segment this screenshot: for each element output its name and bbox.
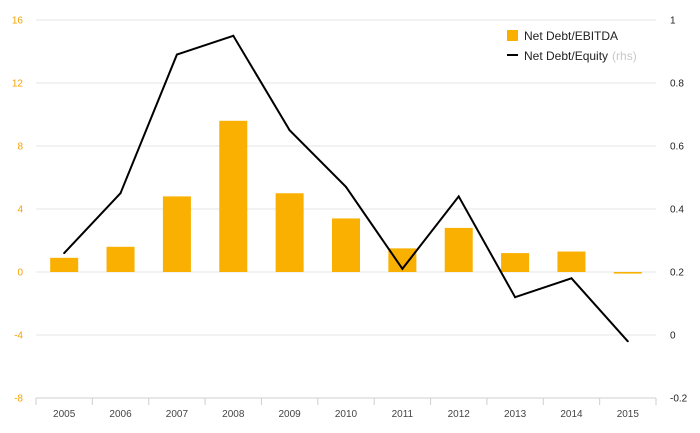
y-left-tick-label: 0 — [17, 268, 23, 279]
line-point — [514, 296, 517, 299]
bar — [332, 218, 360, 272]
x-tick-label: 2010 — [335, 409, 358, 420]
bar — [444, 227, 473, 272]
bar — [275, 193, 304, 272]
line-point — [63, 252, 66, 255]
x-tick-label: 2005 — [53, 409, 76, 420]
bar — [557, 251, 586, 272]
line-series-net-debt-equity — [63, 34, 629, 343]
bar — [162, 196, 191, 272]
y-right-tick-label: 0.2 — [670, 268, 684, 279]
x-tick-label: 2011 — [392, 409, 414, 420]
bar — [501, 253, 530, 272]
x-tick-label: 2007 — [166, 409, 189, 420]
bar — [388, 248, 417, 272]
line-point — [345, 185, 347, 188]
y-right-tick-label: 1 — [670, 16, 676, 27]
axes: -8 -4 0 4 8 12 16 -0.2 0 0.2 0.4 0.6 0.8 1 2005 2006 200… — [12, 16, 688, 421]
x-tick-label: 2006 — [109, 409, 132, 420]
y-left-tick-label: -8 — [14, 394, 23, 405]
y-left-tick-label: 4 — [17, 205, 23, 216]
bar — [613, 272, 642, 274]
y-right-tick-label: -0.2 — [670, 394, 688, 405]
x-tick-label: 2009 — [279, 409, 302, 420]
x-tick-label: 2013 — [504, 409, 527, 420]
y-left-tick-label: 16 — [12, 16, 24, 27]
y-right-tick-label: 0 — [670, 331, 676, 342]
y-left-tick-label: -4 — [14, 331, 23, 342]
line-point — [288, 129, 291, 132]
line-point — [457, 195, 460, 198]
line-point — [119, 192, 122, 195]
bar — [106, 246, 135, 272]
line-point — [401, 267, 404, 270]
legend-label-net-debt-equity: Net Debt/Equity (rhs) — [524, 49, 637, 63]
line-point — [570, 277, 573, 280]
legend-label-net-debt-ebitda: Net Debt/EBITDA — [524, 29, 618, 43]
legend: Net Debt/EBITDA Net Debt/Equity (rhs) — [507, 29, 637, 63]
y-left-tick-label: 12 — [12, 79, 24, 90]
legend-label-net-debt-equity-name: Net Debt/Equity — [524, 49, 608, 63]
gridlines — [36, 19, 656, 399]
bar — [219, 120, 248, 272]
y-right-tick-label: 0.6 — [670, 142, 684, 153]
line-path — [63, 34, 629, 342]
y-right-tick-label: 0.4 — [670, 205, 684, 216]
bar — [50, 257, 79, 272]
x-tick-label: 2015 — [617, 409, 640, 420]
legend-swatch-net-debt-ebitda — [507, 30, 518, 41]
y-left-tick-label: 8 — [17, 142, 23, 153]
x-tick-label: 2008 — [222, 409, 245, 420]
legend-label-rhs-note: (rhs) — [612, 49, 637, 63]
y-right-tick-label: 0.8 — [670, 79, 684, 90]
x-tick-label: 2012 — [448, 409, 471, 420]
line-point — [175, 53, 178, 56]
line-point — [626, 340, 629, 343]
bar-series-net-debt-ebitda — [50, 120, 642, 274]
line-point — [232, 34, 235, 37]
x-tick-label: 2014 — [560, 409, 583, 420]
